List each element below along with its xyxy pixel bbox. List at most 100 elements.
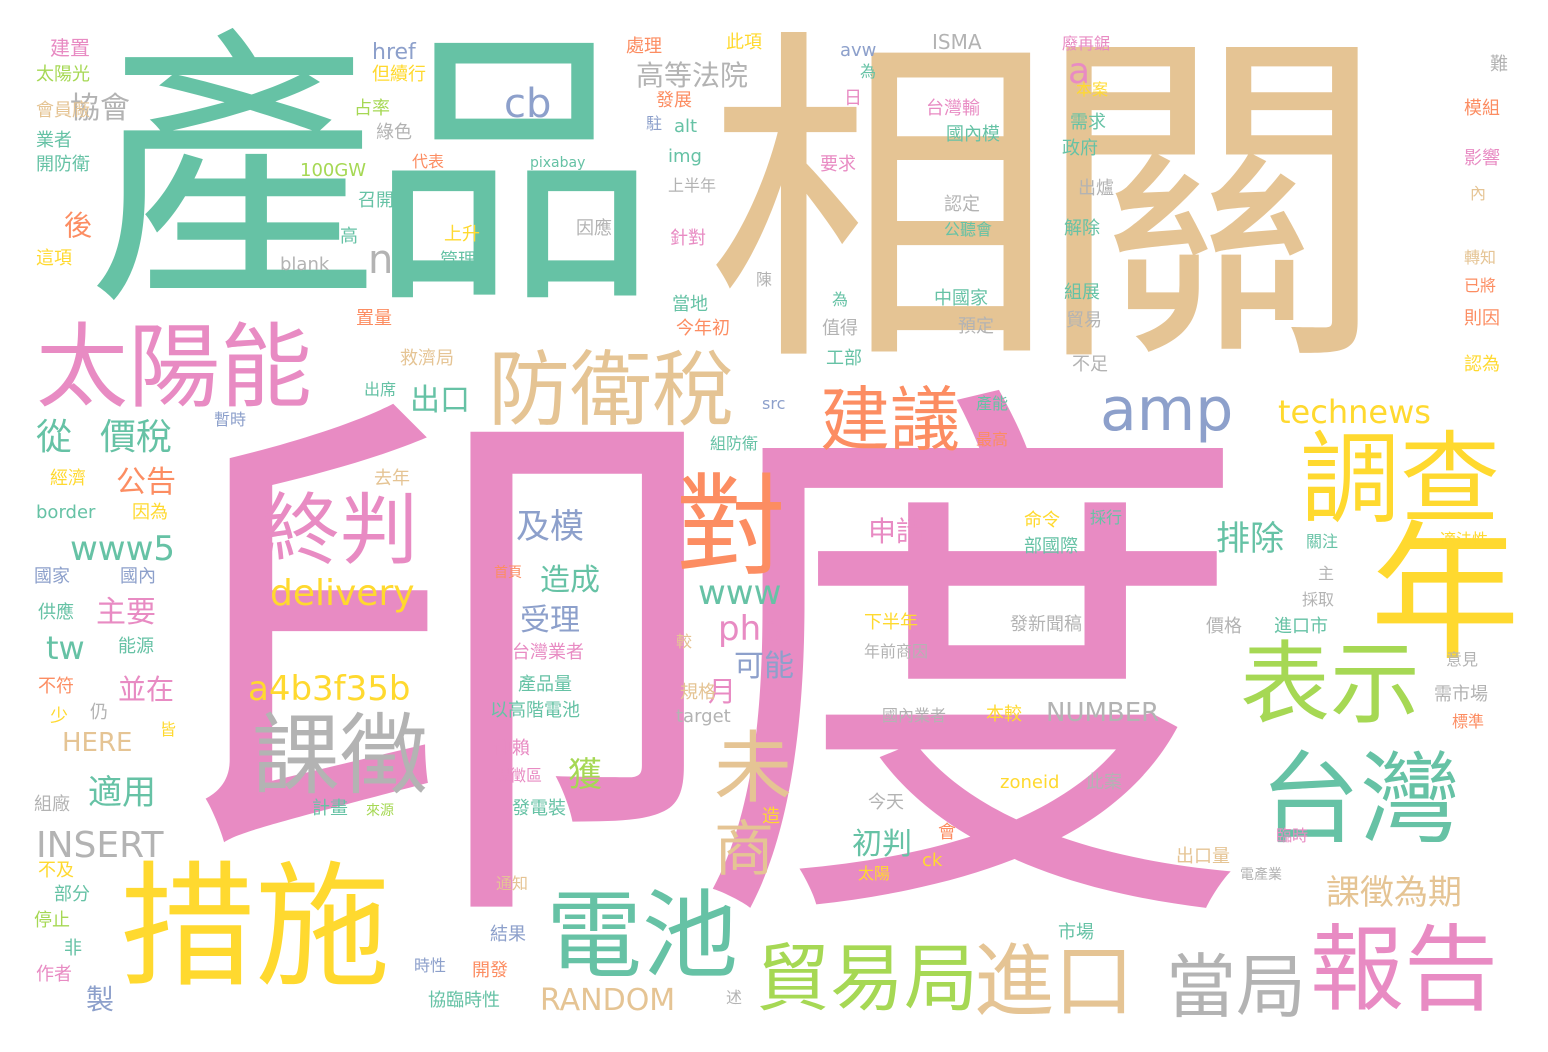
word-yanglai: 仰賴 xyxy=(494,738,530,759)
word-fei: 非 xyxy=(64,938,82,959)
word-kezheng: 課徵 xyxy=(252,704,429,807)
word-kaifa: 開發 xyxy=(472,960,508,981)
word-target: target xyxy=(676,706,731,727)
word-renwei: 認為 xyxy=(1464,354,1500,375)
word-guanli: 管理 xyxy=(440,250,476,271)
word-ISMA: ISMA xyxy=(932,30,982,54)
word-zeyin: 則因 xyxy=(1464,308,1500,329)
word-buzu: 不足 xyxy=(1072,354,1108,375)
word-chanliang: 置量 xyxy=(356,308,392,329)
word-mingling: 命令 xyxy=(1024,510,1060,531)
word-zuzhan: 組展 xyxy=(1064,282,1100,303)
word-maoyi: 貿易 xyxy=(1066,310,1102,331)
word-guonei: 國內 xyxy=(120,566,156,587)
word-weiwei: 為 xyxy=(832,290,849,309)
word-zuigao: 最高 xyxy=(976,430,1009,449)
word-shi2: 為 xyxy=(860,62,877,81)
word-xiangguan: 相關 xyxy=(706,1,1386,409)
word-chuli: 處理 xyxy=(626,36,662,57)
word-jiage: 價格 xyxy=(1206,616,1242,637)
word-zanshi: 暫時 xyxy=(214,410,247,429)
word-chukouliang: 出口量 xyxy=(1176,846,1230,867)
word-tongzhi: 通知 xyxy=(496,874,529,893)
word-nan: 難 xyxy=(1490,54,1508,75)
word-kezhengqu: 課徵區 xyxy=(494,766,543,785)
word-href: href xyxy=(372,40,416,65)
word-gaodengfayuan: 高等法院 xyxy=(636,59,749,92)
word-cixiang: 此項 xyxy=(726,32,762,53)
word-guojia: 國家 xyxy=(34,566,70,587)
word-chanen: 產能 xyxy=(976,394,1009,413)
word-huo: 獲 xyxy=(568,755,602,795)
word-zoneid: zoneid xyxy=(1000,772,1060,793)
word-xushichang: 需市場 xyxy=(1434,684,1488,705)
word-shangsheng: 上升 xyxy=(444,224,480,245)
word-bingzai: 並在 xyxy=(118,673,175,706)
word-yinwei: 因為 xyxy=(132,502,168,523)
word-yijian: 意見 xyxy=(1446,650,1479,669)
word-bujiji: 不及 xyxy=(38,860,74,881)
word-gw100: 100GW xyxy=(300,160,367,181)
word-xielinshixing: 協臨時性 xyxy=(428,990,500,1011)
word-guige: 規格 xyxy=(680,682,716,703)
word-laiyuan: 來源 xyxy=(366,803,394,819)
word-alt: alt xyxy=(674,116,698,137)
word-mozu: 模組 xyxy=(1464,98,1500,119)
word-jinkou: 進口 xyxy=(974,935,1134,1028)
word-maoyiju: 貿易局 xyxy=(756,936,978,1022)
word-php: php xyxy=(718,609,783,649)
word-jiechengyu: 廢再鋸 xyxy=(1062,34,1111,53)
word-shu: 述 xyxy=(726,988,743,1007)
word-tw: tw xyxy=(46,629,85,667)
word-zhengfu: 政府 xyxy=(1062,138,1098,159)
word-cuoshi: 措施 xyxy=(120,849,390,1006)
word-bufen: 部分 xyxy=(54,884,90,905)
word-www: www xyxy=(698,573,782,613)
word-technews: technews xyxy=(1278,393,1431,431)
word-RANDOM: RANDOM xyxy=(540,983,676,1018)
word-yezhe: 業者 xyxy=(36,130,72,151)
word-jiashui: 價稅 xyxy=(100,417,173,458)
word-yijiang: 已將 xyxy=(1464,276,1497,295)
word-hui: 會 xyxy=(938,822,956,843)
word-chanpin: 產品 xyxy=(88,6,658,343)
word-chen: 陳 xyxy=(756,270,773,289)
word-daibiao: 代表 xyxy=(412,152,445,171)
word-zhongpan: 終判 xyxy=(262,486,419,576)
word-fangweishui: 防衛稅 xyxy=(488,343,735,438)
word-zhenduei: 針對 xyxy=(670,228,706,249)
word-blank: blank xyxy=(280,254,330,275)
word-xiehui: 協會 xyxy=(70,91,130,126)
word-yinying: 因應 xyxy=(576,218,612,239)
word-zhuyao: 主要 xyxy=(96,595,156,630)
word-zhi: 製 xyxy=(86,983,115,1016)
word-zhaokai: 召開 xyxy=(358,190,394,211)
word-NUMBER: NUMBER xyxy=(1046,698,1160,728)
word-yuding: 預定 xyxy=(958,316,994,337)
word-yigaojiedianchi: 以高階電池 xyxy=(490,700,580,721)
word-guoneimo: 國內模 xyxy=(946,124,1000,145)
word-nengyuan: 能源 xyxy=(118,636,154,657)
word-yaoqiu: 要求 xyxy=(820,154,856,175)
word-biaozhun: 標準 xyxy=(1452,712,1485,731)
word-zao: 造 xyxy=(762,806,780,827)
word-guoneiyezhe: 國內業者 xyxy=(882,706,947,725)
word-zaocheng: 造成 xyxy=(540,563,600,598)
word-src: src xyxy=(762,394,786,413)
word-fanxingaogao: 發新聞稿 xyxy=(1010,614,1082,635)
word-linshi: 臨時 xyxy=(1276,826,1309,845)
word-zhuanzhi: 轉知 xyxy=(1464,248,1497,267)
word-jinnianchu: 今年初 xyxy=(676,318,730,339)
word-jiao: 較 xyxy=(676,632,693,651)
word-jintian: 今天 xyxy=(868,792,904,813)
word-cb: cb xyxy=(504,81,552,127)
word-kezhengweiqi: 課徵為期 xyxy=(1326,873,1462,913)
word-chulu: 出爐 xyxy=(1078,178,1114,199)
word-zuchang: 組廠 xyxy=(34,794,70,815)
word-gongbu: 工部 xyxy=(826,348,862,369)
word-zhongguojia: 中國家 xyxy=(934,288,988,309)
word-buguoji: 部國際 xyxy=(1024,536,1078,557)
word-gongying: 供應 xyxy=(38,602,74,623)
word-zufangwei: 組防衛 xyxy=(710,434,759,453)
word-cong: 從 xyxy=(36,417,73,458)
